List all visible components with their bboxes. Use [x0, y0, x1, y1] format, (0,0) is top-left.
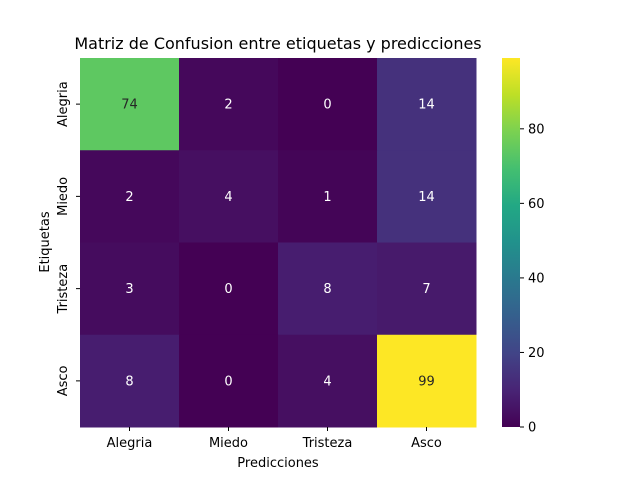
- heatmap-cell: [80, 242, 180, 336]
- heatmap-cell: [80, 334, 180, 428]
- y-tick-label: Tristeza: [56, 264, 71, 315]
- cell-value-label: 0: [224, 374, 232, 389]
- cell-value-label: 14: [418, 190, 435, 205]
- x-tick-label: Tristeza: [302, 436, 353, 451]
- colorbar-tick-label: 0: [528, 421, 536, 436]
- heatmap-cell: [278, 242, 378, 336]
- colorbar-tick-label: 40: [528, 271, 545, 286]
- cell-value-label: 8: [323, 282, 331, 297]
- heatmap-cell-labels: 74 2 0 14 2 4 1 14 3 0 8 7 8 0 4 99: [121, 98, 435, 390]
- heatmap-cell: [278, 150, 378, 243]
- y-axis-title: Etiquetas: [38, 211, 53, 272]
- colorbar-gradient: [502, 58, 520, 427]
- heatmap-cell: [377, 242, 477, 336]
- cell-value-label: 0: [224, 282, 232, 297]
- heatmap-cell: [377, 334, 477, 428]
- cell-value-label: 14: [418, 98, 435, 113]
- heatmap-cell: [80, 58, 180, 151]
- x-tick-label: Asco: [411, 436, 442, 451]
- y-axis: Alegria Miedo Tristeza Asco: [56, 81, 80, 396]
- cell-value-label: 8: [125, 374, 133, 389]
- heatmap-cells: [80, 58, 477, 428]
- heatmap-cell: [278, 334, 378, 428]
- heatmap-cell: [179, 150, 279, 243]
- cell-value-label: 1: [323, 190, 331, 205]
- x-axis: Alegria Miedo Tristeza Asco: [107, 427, 442, 451]
- y-tick-label: Miedo: [56, 177, 71, 216]
- heatmap-cell: [377, 58, 477, 151]
- cell-value-label: 2: [224, 98, 232, 113]
- x-tick-label: Alegria: [107, 436, 153, 451]
- cell-value-label: 4: [224, 190, 232, 205]
- cell-value-label: 4: [323, 374, 331, 389]
- heatmap-cell: [278, 58, 378, 151]
- cell-value-label: 74: [121, 98, 138, 113]
- colorbar: 0 20 40 60 80: [502, 58, 545, 436]
- cell-value-label: 7: [422, 282, 430, 297]
- cell-value-label: 0: [323, 98, 331, 113]
- heatmap-cell: [179, 58, 279, 151]
- x-tick-label: Miedo: [209, 436, 248, 451]
- heatmap-cell: [179, 334, 279, 428]
- heatmap-cell: [80, 150, 180, 243]
- chart-title: Matriz de Confusion entre etiquetas y pr…: [74, 34, 481, 53]
- cell-value-label: 3: [125, 282, 133, 297]
- heatmap-cell: [179, 242, 279, 336]
- colorbar-tick-label: 20: [528, 346, 545, 361]
- x-axis-title: Predicciones: [237, 456, 319, 471]
- y-tick-label: Alegria: [56, 81, 71, 127]
- colorbar-tick-label: 60: [528, 197, 545, 212]
- cell-value-label: 99: [418, 374, 435, 389]
- y-tick-label: Asco: [56, 365, 71, 396]
- colorbar-tick-label: 80: [528, 122, 545, 137]
- cell-value-label: 2: [125, 190, 133, 205]
- heatmap-cell: [377, 150, 477, 243]
